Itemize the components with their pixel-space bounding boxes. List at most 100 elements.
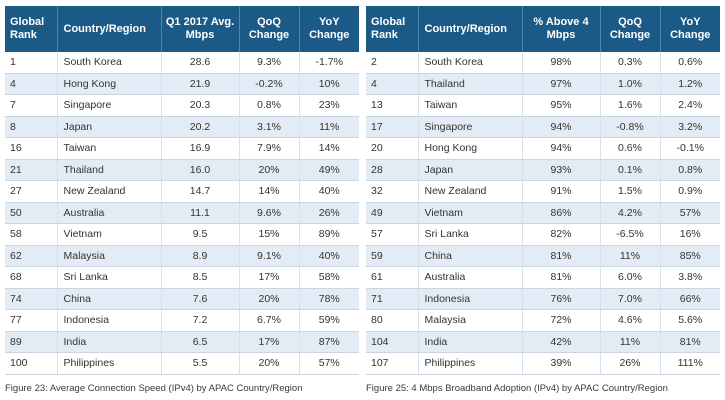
cell-qoq-change: 3.1% <box>239 116 300 138</box>
cell-qoq-change: 0.6% <box>600 137 661 160</box>
cell-global-rank: 80 <box>366 309 419 332</box>
cell-country-region: Indonesia <box>57 309 162 332</box>
cell-global-rank: 28 <box>366 159 419 181</box>
table-row: 4 Thailand 97% 1.0% 1.2% <box>366 73 720 95</box>
cell-yoy-change: 66% <box>660 288 720 310</box>
cell-yoy-change: 111% <box>660 352 720 375</box>
table-row: 59 China 81% 11% 85% <box>366 245 720 267</box>
table-row: 61 Australia 81% 6.0% 3.8% <box>366 266 720 289</box>
cell-global-rank: 17 <box>366 116 419 138</box>
cell-global-rank: 107 <box>366 352 419 375</box>
avg-speed-table: Global Rank Country/Region Q1 2017 Avg. … <box>5 6 359 375</box>
cell-country-region: China <box>418 245 523 267</box>
cell-qoq-change: 1.6% <box>600 94 661 117</box>
cell-global-rank: 4 <box>366 73 419 95</box>
cell-metric: 95% <box>522 94 601 117</box>
cell-global-rank: 61 <box>366 266 419 289</box>
cell-country-region: New Zealand <box>57 180 162 203</box>
cell-yoy-change: 16% <box>660 223 720 246</box>
table-row: 4 Hong Kong 21.9 -0.2% 10% <box>5 73 359 95</box>
cell-global-rank: 2 <box>366 52 419 74</box>
table-row: 50 Australia 11.1 9.6% 26% <box>5 202 359 224</box>
cell-country-region: Vietnam <box>57 223 162 246</box>
cell-global-rank: 16 <box>5 137 58 160</box>
cell-qoq-change: 15% <box>239 223 300 246</box>
cell-qoq-change: 20% <box>239 288 300 310</box>
cell-global-rank: 1 <box>5 52 58 74</box>
table-row: 58 Vietnam 9.5 15% 89% <box>5 223 359 246</box>
cell-country-region: Vietnam <box>418 202 523 224</box>
header-country-region: Country/Region <box>57 6 162 52</box>
cell-metric: 98% <box>522 52 601 74</box>
cell-yoy-change: 40% <box>299 180 359 203</box>
cell-metric: 9.5 <box>161 223 240 246</box>
cell-metric: 72% <box>522 309 601 332</box>
cell-country-region: Japan <box>418 159 523 181</box>
cell-global-rank: 49 <box>366 202 419 224</box>
cell-country-region: South Korea <box>57 52 162 74</box>
cell-metric: 28.6 <box>161 52 240 74</box>
table-row: 27 New Zealand 14.7 14% 40% <box>5 180 359 203</box>
header-row: Global Rank Country/Region % Above 4 Mbp… <box>366 6 720 52</box>
cell-qoq-change: 17% <box>239 331 300 353</box>
table-row: 7 Singapore 20.3 0.8% 23% <box>5 94 359 117</box>
cell-country-region: Taiwan <box>57 137 162 160</box>
cell-yoy-change: 3.2% <box>660 116 720 138</box>
cell-country-region: Sri Lanka <box>57 266 162 289</box>
cell-global-rank: 58 <box>5 223 58 246</box>
cell-qoq-change: 6.0% <box>600 266 661 289</box>
cell-yoy-change: 5.6% <box>660 309 720 332</box>
cell-metric: 76% <box>522 288 601 310</box>
cell-metric: 97% <box>522 73 601 95</box>
cell-qoq-change: 0.1% <box>600 159 661 181</box>
cell-yoy-change: 11% <box>299 116 359 138</box>
cell-metric: 91% <box>522 180 601 203</box>
table-row: 100 Philippines 5.5 20% 57% <box>5 352 359 375</box>
table-row: 89 India 6.5 17% 87% <box>5 331 359 353</box>
header-global-rank: Global Rank <box>5 6 58 52</box>
cell-metric: 8.9 <box>161 245 240 267</box>
cell-yoy-change: 89% <box>299 223 359 246</box>
table-row: 2 South Korea 98% 0.3% 0.6% <box>366 52 720 74</box>
cell-global-rank: 68 <box>5 266 58 289</box>
cell-yoy-change: 81% <box>660 331 720 353</box>
cell-country-region: Singapore <box>418 116 523 138</box>
cell-qoq-change: 9.3% <box>239 52 300 74</box>
cell-yoy-change: 58% <box>299 266 359 289</box>
cell-global-rank: 71 <box>366 288 419 310</box>
cell-global-rank: 4 <box>5 73 58 95</box>
cell-yoy-change: 57% <box>660 202 720 224</box>
cell-global-rank: 27 <box>5 180 58 203</box>
header-country-region: Country/Region <box>418 6 523 52</box>
figure-caption: Figure 23: Average Connection Speed (IPv… <box>5 382 303 394</box>
cell-qoq-change: 1.5% <box>600 180 661 203</box>
cell-metric: 94% <box>522 137 601 160</box>
cell-yoy-change: 49% <box>299 159 359 181</box>
cell-global-rank: 13 <box>366 94 419 117</box>
cell-country-region: Australia <box>418 266 523 289</box>
cell-qoq-change: 4.6% <box>600 309 661 332</box>
cell-global-rank: 57 <box>366 223 419 246</box>
table-row: 68 Sri Lanka 8.5 17% 58% <box>5 266 359 289</box>
table-row: 13 Taiwan 95% 1.6% 2.4% <box>366 94 720 117</box>
cell-qoq-change: 14% <box>239 180 300 203</box>
cell-country-region: Hong Kong <box>57 73 162 95</box>
cell-country-region: Hong Kong <box>418 137 523 160</box>
cell-global-rank: 8 <box>5 116 58 138</box>
cell-yoy-change: -1.7% <box>299 52 359 74</box>
cell-yoy-change: 0.6% <box>660 52 720 74</box>
cell-country-region: Australia <box>57 202 162 224</box>
table-row: 57 Sri Lanka 82% -6.5% 16% <box>366 223 720 246</box>
cell-metric: 20.3 <box>161 94 240 117</box>
cell-metric: 93% <box>522 159 601 181</box>
cell-metric: 7.2 <box>161 309 240 332</box>
header-row: Global Rank Country/Region Q1 2017 Avg. … <box>5 6 359 52</box>
cell-country-region: India <box>418 331 523 353</box>
cell-qoq-change: 11% <box>600 331 661 353</box>
cell-country-region: Indonesia <box>418 288 523 310</box>
broadband-adoption-table-body: 2 South Korea 98% 0.3% 0.6% 4 Thailand 97% 1.0% 1… <box>366 52 720 375</box>
cell-country-region: Sri Lanka <box>418 223 523 246</box>
cell-metric: 14.7 <box>161 180 240 203</box>
avg-speed-table-body: 1 South Korea 28.6 9.3% -1.7% 4 Hong Kong 21.9-… <box>5 52 359 375</box>
cell-country-region: Philippines <box>57 352 162 375</box>
